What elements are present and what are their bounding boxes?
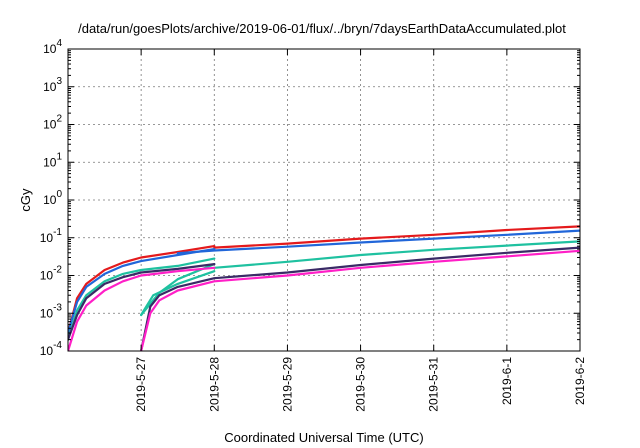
x-tick-label: 2019-5-28 (207, 357, 221, 412)
x-tick-label: 2019-5-31 (427, 357, 441, 412)
series-line-4 (140, 246, 580, 351)
series-line-5 (68, 266, 216, 351)
series-line-1 (213, 225, 580, 249)
y-tick-label: 10-4 (40, 340, 63, 358)
x-tick-label: 2019-5-30 (354, 357, 368, 412)
series-line-5 (140, 249, 580, 351)
y-tick-labels: 10-4 10-3 10-2 10-1 100 101 102 103 104 (40, 38, 63, 358)
series-group (68, 225, 580, 351)
series-line-3 (213, 240, 580, 269)
series-line-1 (68, 245, 216, 335)
y-tick-label: 102 (43, 114, 62, 132)
y-tick-label: 10-3 (40, 302, 63, 320)
chart-title: /data/run/goesPlots/archive/2019-06-01/f… (78, 21, 566, 36)
x-tick-labels: 2019-5-27 2019-5-28 2019-5-29 2019-5-30 2019… (134, 357, 587, 412)
grid (68, 49, 580, 351)
x-tick-label: 2019-5-27 (134, 357, 148, 412)
series-line-2 (68, 248, 216, 335)
series-line-3 (68, 257, 216, 341)
series-line-4 (68, 263, 216, 341)
y-tick-label: 103 (43, 76, 62, 94)
y-tick-label: 10-2 (40, 265, 63, 283)
y-tick-label: 104 (43, 38, 62, 56)
tick-marks (68, 48, 581, 352)
y-tick-label: 10-1 (40, 227, 63, 245)
y-tick-label: 101 (43, 151, 62, 169)
y-axis-label: cGy (18, 188, 33, 212)
series-line-3 (140, 263, 216, 317)
y-tick-label: 100 (43, 189, 62, 207)
series-line-3 (140, 270, 216, 317)
x-axis-label: Coordinated Universal Time (UTC) (224, 430, 423, 445)
series-line-2 (176, 229, 580, 255)
x-tick-label: 2019-6-1 (500, 357, 514, 405)
x-tick-label: 2019-5-29 (280, 357, 294, 412)
x-tick-label: 2019-6-2 (573, 357, 587, 405)
